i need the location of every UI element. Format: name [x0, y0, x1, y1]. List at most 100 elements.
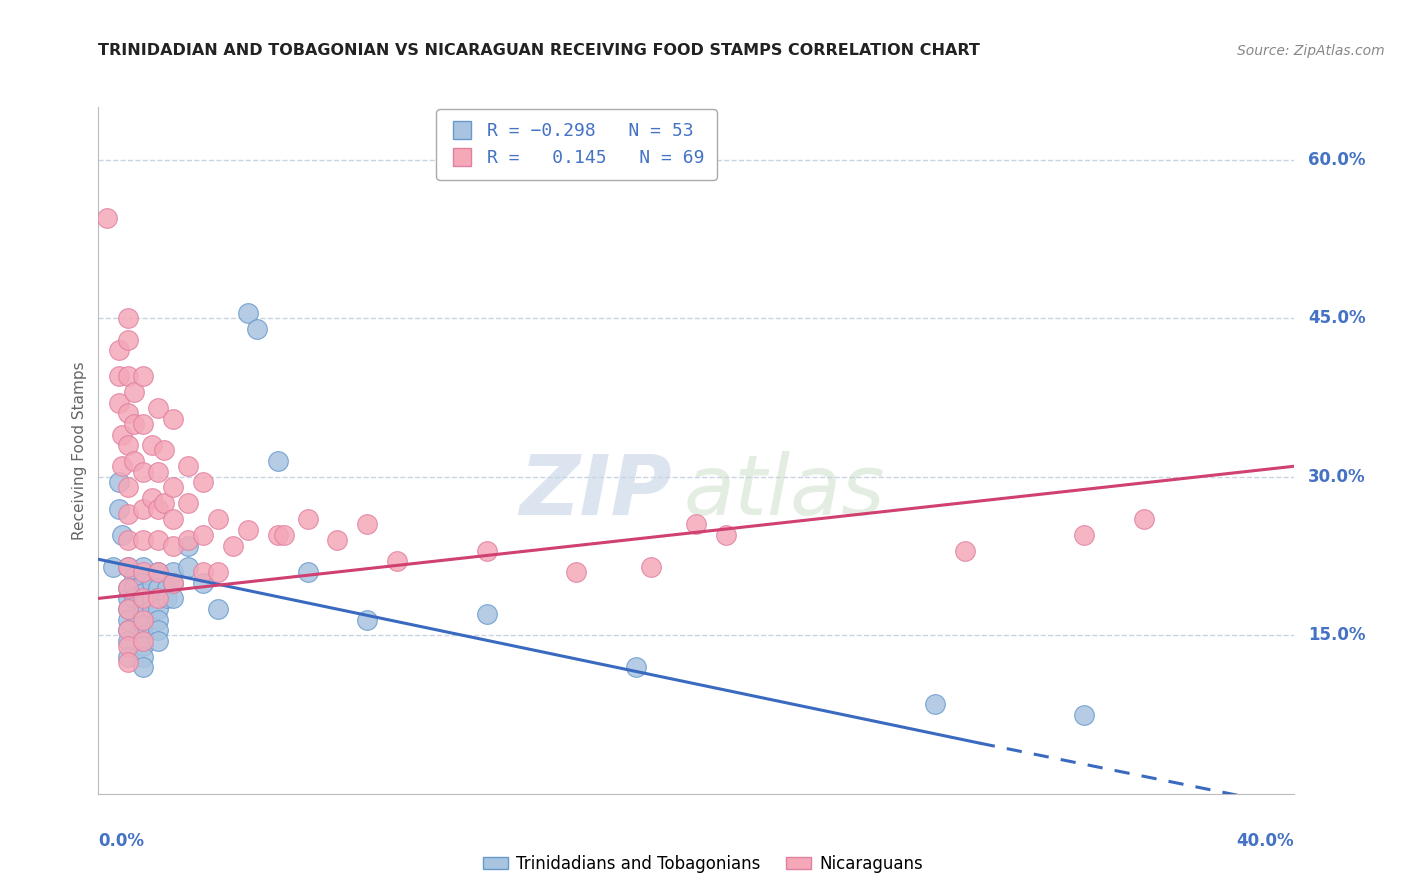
Legend: R = −0.298   N = 53, R =   0.145   N = 69: R = −0.298 N = 53, R = 0.145 N = 69 [436, 109, 717, 179]
Point [108, 343, 131, 357]
Point [117, 602, 139, 616]
Point [1073, 707, 1095, 722]
Point [207, 512, 229, 526]
Point [177, 533, 200, 548]
Point [124, 581, 146, 595]
Point [356, 613, 378, 627]
Point [141, 591, 163, 606]
Point [132, 575, 155, 590]
Point [177, 539, 200, 553]
Point [207, 602, 229, 616]
Point [117, 639, 139, 653]
Point [117, 311, 139, 326]
Point [148, 501, 170, 516]
Point [356, 517, 378, 532]
Point [117, 655, 139, 669]
Text: ZIP: ZIP [519, 451, 672, 533]
Point [156, 581, 179, 595]
Point [685, 517, 707, 532]
Point [132, 586, 155, 600]
Point [153, 443, 176, 458]
Point [267, 454, 290, 468]
Text: Source: ZipAtlas.com: Source: ZipAtlas.com [1237, 44, 1385, 58]
Point [162, 575, 184, 590]
Text: 45.0%: 45.0% [1308, 310, 1365, 327]
Point [222, 539, 245, 553]
Point [132, 533, 155, 548]
Point [162, 575, 184, 590]
Point [191, 565, 214, 579]
Point [132, 617, 155, 632]
Point [177, 496, 200, 510]
Point [108, 396, 131, 410]
Point [953, 544, 976, 558]
Text: 40.0%: 40.0% [1236, 831, 1294, 850]
Point [191, 528, 214, 542]
Point [124, 570, 146, 584]
Point [117, 649, 139, 664]
Point [141, 438, 163, 452]
Point [117, 602, 139, 616]
Point [117, 407, 139, 421]
Point [132, 660, 155, 674]
Point [162, 411, 184, 425]
Point [297, 565, 319, 579]
Text: atlas: atlas [685, 451, 886, 533]
Point [117, 581, 139, 595]
Point [141, 491, 163, 505]
Point [475, 607, 498, 622]
Point [177, 559, 200, 574]
Point [565, 565, 588, 579]
Point [111, 528, 134, 542]
Point [117, 591, 139, 606]
Point [132, 417, 155, 431]
Point [124, 454, 146, 468]
Point [103, 559, 125, 574]
Point [267, 528, 290, 542]
Point [326, 533, 349, 548]
Point [117, 623, 139, 637]
Text: TRINIDADIAN AND TOBAGONIAN VS NICARAGUAN RECEIVING FOOD STAMPS CORRELATION CHART: TRINIDADIAN AND TOBAGONIAN VS NICARAGUAN… [98, 43, 980, 58]
Point [148, 565, 170, 579]
Point [236, 523, 259, 537]
Point [236, 306, 259, 320]
Point [117, 633, 139, 648]
Point [162, 512, 184, 526]
Point [117, 613, 139, 627]
Point [153, 496, 176, 510]
Point [132, 369, 155, 384]
Point [132, 639, 155, 653]
Point [132, 591, 155, 606]
Point [132, 565, 155, 579]
Point [162, 591, 184, 606]
Point [117, 533, 139, 548]
Point [177, 459, 200, 474]
Point [108, 369, 131, 384]
Text: 30.0%: 30.0% [1308, 468, 1365, 486]
Point [924, 697, 946, 711]
Point [117, 438, 139, 452]
Point [117, 369, 139, 384]
Point [117, 333, 139, 347]
Point [148, 613, 170, 627]
Point [132, 597, 155, 611]
Point [117, 507, 139, 521]
Point [148, 591, 170, 606]
Point [156, 591, 179, 606]
Point [117, 559, 139, 574]
Point [117, 581, 139, 595]
Point [141, 575, 163, 590]
Point [246, 322, 269, 336]
Point [132, 559, 155, 574]
Point [1133, 512, 1156, 526]
Text: 0.0%: 0.0% [98, 831, 145, 850]
Point [207, 565, 229, 579]
Point [162, 480, 184, 494]
Point [385, 554, 409, 568]
Point [148, 465, 170, 479]
Point [124, 417, 146, 431]
Point [111, 459, 134, 474]
Point [191, 475, 214, 490]
Point [148, 565, 170, 579]
Point [141, 602, 163, 616]
